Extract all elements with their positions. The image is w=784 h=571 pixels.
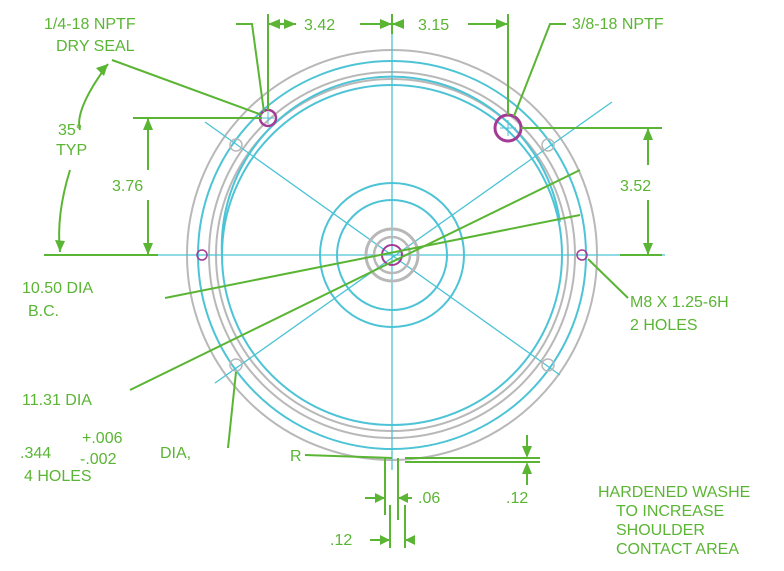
- boss-ring-outer: [364, 227, 420, 283]
- label-thread: M8 X 1.25-6H: [630, 294, 729, 311]
- flange-arc-partial: [220, 75, 561, 256]
- label-washer-3: SHOULDER: [616, 522, 705, 539]
- port-crosshairs: [262, 112, 516, 136]
- label-dim-right-offset: 3.15: [418, 17, 449, 34]
- label-washer-4: CONTACT AREA: [616, 541, 739, 558]
- label-dim-left-offset: 3.42: [304, 17, 335, 34]
- label-dim-left-height: 3.76: [112, 178, 143, 195]
- label-hole-count: 4 HOLES: [24, 468, 92, 485]
- center-boss: [364, 227, 420, 283]
- threaded-hole-left: [196, 249, 208, 261]
- leader-dry-seal: [111, 59, 263, 116]
- bolt-holes: [229, 138, 555, 372]
- threaded-holes: [196, 249, 588, 261]
- label-hole-dia: .344: [20, 445, 51, 462]
- label-washer-1: HARDENED WASHE: [598, 484, 750, 501]
- label-dim-bottom: .12: [330, 532, 352, 549]
- leader-outer-dia: [129, 169, 581, 391]
- radial-line-upper-left: [204, 121, 561, 376]
- label-npt-small: 1/4-18 NPTF: [44, 16, 136, 33]
- label-washer-2: TO INCREASE: [616, 503, 724, 520]
- label-dim-step: .12: [506, 490, 528, 507]
- label-dry-seal: DRY SEAL: [56, 38, 135, 55]
- label-tol-plus: +.006: [82, 430, 123, 447]
- leader-thread: [587, 258, 629, 299]
- label-bc-dia: 10.50 DIA: [22, 280, 93, 297]
- dimension-lines: [44, 14, 662, 548]
- label-dim-right-height: 3.52: [620, 178, 651, 195]
- leader-npt-small: [236, 23, 265, 113]
- dimension-labels: 1/4-18 NPTF DRY SEAL 35° TYP 3.42 3.15 3…: [20, 16, 750, 558]
- leader-radius: [304, 454, 393, 459]
- label-angle: 35°: [58, 122, 82, 139]
- bolt-hole-lower-left: [229, 358, 243, 372]
- label-dia-suffix: DIA,: [160, 445, 191, 462]
- label-tol-minus: -.002: [80, 451, 117, 468]
- bolt-hole-upper-left: [229, 138, 243, 152]
- leader-npt-large: [513, 23, 566, 117]
- arrowheads: [55, 19, 653, 545]
- boss-ring-inner: [372, 235, 412, 275]
- label-typ: TYP: [56, 142, 87, 159]
- label-thread-count: 2 HOLES: [630, 317, 698, 334]
- label-outer-dia: 11.31 DIA: [22, 392, 92, 409]
- npt-ports: [258, 108, 523, 143]
- bolt-hole-lower-right: [541, 358, 555, 372]
- leader-hole: [227, 371, 237, 449]
- threaded-hole-right: [576, 249, 588, 261]
- label-dim-gap: .06: [418, 490, 440, 507]
- label-npt-large: 3/8-18 NPTF: [572, 16, 664, 33]
- leader-bc-dia: [164, 214, 581, 299]
- label-radius: R: [290, 448, 302, 465]
- label-bc: B.C.: [28, 303, 59, 320]
- bolt-hole-upper-right: [541, 138, 555, 152]
